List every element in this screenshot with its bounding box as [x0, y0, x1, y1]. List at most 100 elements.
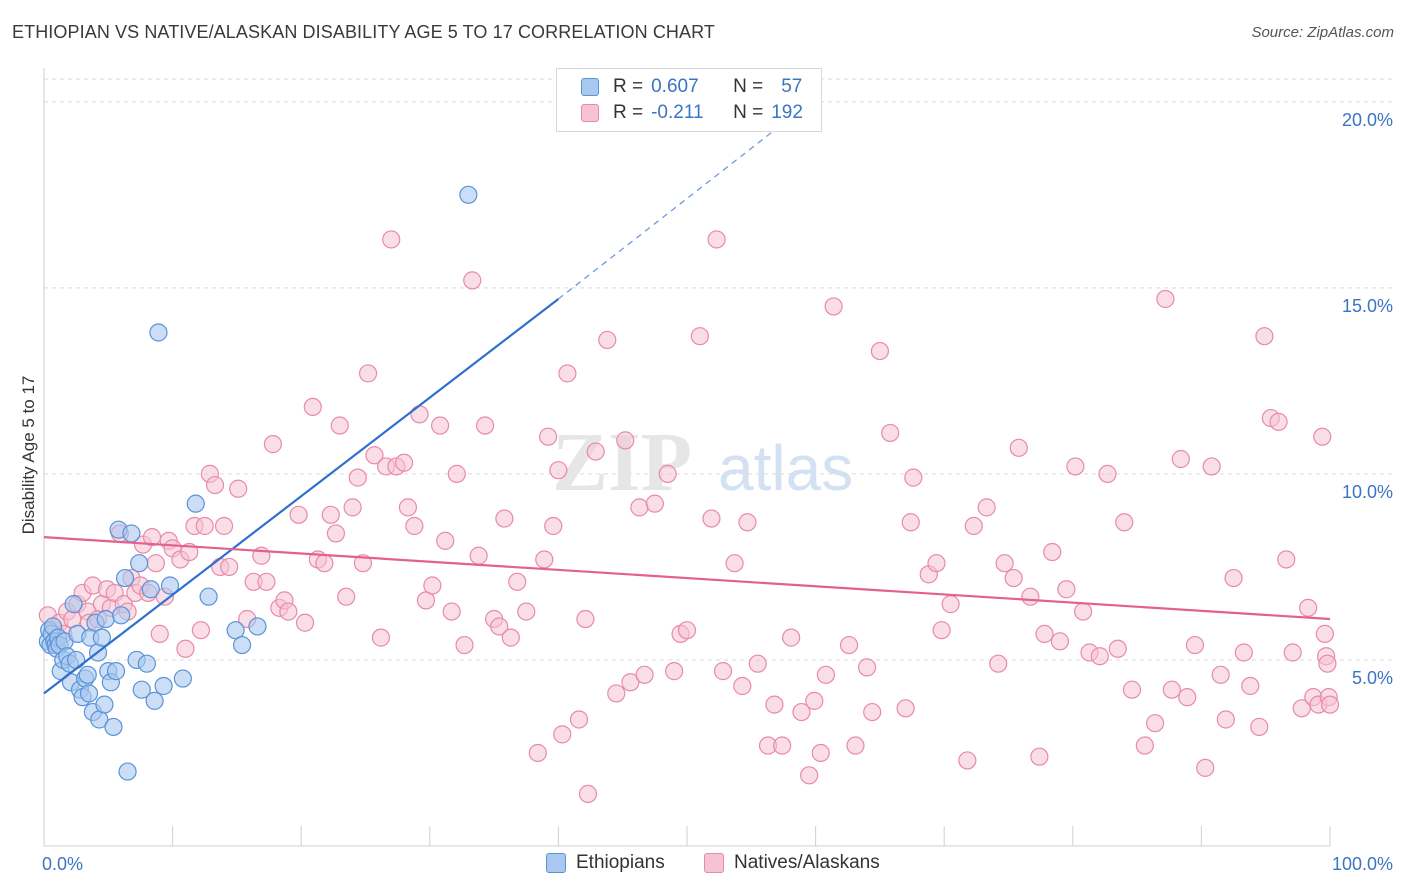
ethiopians-point	[137, 654, 156, 673]
ethiopians-point	[232, 635, 252, 655]
natives-point	[289, 505, 308, 524]
natives-point	[1122, 680, 1142, 699]
natives-point	[1162, 680, 1181, 699]
ethiopians-point	[199, 587, 218, 606]
natives-point	[517, 602, 536, 621]
ethiopians-point	[145, 691, 164, 710]
chart-title: ETHIOPIAN VS NATIVE/ALASKAN DISABILITY A…	[12, 22, 716, 42]
natives-point	[1178, 688, 1197, 707]
natives-point	[995, 554, 1014, 573]
natives-point	[598, 330, 617, 350]
natives-point	[205, 475, 225, 495]
natives-point	[263, 435, 283, 454]
legend-swatch-blue	[581, 78, 599, 96]
axis-layer	[43, 68, 1331, 847]
natives-point	[702, 509, 721, 528]
legend-row-natives: R = -0.211 N = 192	[581, 101, 803, 125]
natives-point	[765, 695, 784, 714]
natives-point	[1035, 624, 1054, 643]
natives-point	[792, 702, 811, 722]
ethiopians-point	[186, 494, 205, 513]
natives-point	[463, 271, 482, 290]
natives-point	[257, 572, 276, 591]
ethiopians-point	[79, 684, 99, 703]
natives-point	[558, 364, 577, 383]
natives-point	[1211, 665, 1230, 684]
natives-point	[607, 684, 626, 703]
natives-point	[635, 665, 654, 684]
natives-point	[1156, 289, 1175, 309]
legend-n-value: 192	[771, 102, 803, 123]
natives-point	[927, 554, 946, 573]
natives-point	[508, 572, 527, 591]
natives-point	[1241, 676, 1260, 696]
y-tick-label: 20.0%	[1342, 110, 1393, 130]
natives-point	[475, 416, 495, 435]
natives-point	[1050, 632, 1070, 651]
legend-row-ethiopians: R = 0.607 N = 57	[581, 75, 802, 99]
natives-point	[495, 509, 514, 528]
ethiopians-point	[248, 617, 267, 636]
natives-point	[1108, 639, 1127, 658]
natives-point	[800, 766, 819, 785]
x-tick-label: 0.0%	[42, 854, 83, 874]
natives-point	[1299, 598, 1318, 617]
natives-trend-line	[43, 536, 1331, 621]
natives-point	[315, 554, 334, 573]
tick-labels: 5.0% 10.0% 15.0% 20.0% 0.0% 100.0%	[42, 110, 1393, 874]
natives-point	[382, 230, 401, 249]
natives-point	[442, 602, 461, 621]
ethiopians-point	[160, 576, 180, 595]
ethiopians-point	[149, 323, 168, 342]
natives-point	[964, 516, 983, 536]
natives-point	[824, 297, 843, 316]
natives-point	[621, 673, 640, 692]
ethiopians-point	[459, 185, 478, 204]
ethiopians-point	[130, 554, 149, 573]
ethiopians-point	[132, 680, 151, 699]
natives-point	[901, 513, 920, 532]
bottom-legend-label: Natives/Alaskans	[734, 852, 880, 873]
natives-point	[645, 494, 664, 513]
natives-point	[330, 416, 349, 435]
natives-point	[1098, 464, 1117, 483]
natives-point	[1202, 457, 1221, 476]
bottom-legend-ethiopians: Ethiopians	[546, 852, 665, 874]
natives-point	[782, 628, 801, 647]
natives-point	[881, 423, 900, 443]
natives-point	[576, 609, 595, 629]
natives-point	[1315, 624, 1334, 643]
legend-r-value: -0.211	[651, 102, 704, 123]
natives-point	[846, 736, 865, 755]
ethiopians-point	[106, 662, 126, 681]
natives-point	[811, 743, 830, 763]
ethiopians-point	[78, 665, 97, 684]
natives-point	[1196, 758, 1215, 777]
bottom-legend-label: Ethiopians	[576, 852, 665, 873]
natives-point	[353, 554, 373, 573]
natives-point	[490, 617, 509, 636]
natives-point	[863, 702, 882, 722]
natives-point	[549, 461, 568, 480]
natives-point	[1057, 580, 1076, 599]
natives-point	[447, 464, 466, 483]
natives-point	[436, 531, 455, 550]
natives-point	[896, 699, 915, 718]
natives-point	[535, 550, 554, 569]
natives-point	[586, 442, 605, 461]
natives-point	[1146, 714, 1165, 733]
natives-point	[665, 662, 684, 681]
natives-point	[195, 516, 214, 536]
natives-point	[455, 635, 474, 655]
natives-point	[1277, 550, 1296, 569]
natives-point	[932, 621, 951, 640]
ethiopians-point	[115, 568, 135, 588]
natives-point	[677, 621, 697, 640]
natives-point	[941, 595, 960, 614]
natives-point	[569, 710, 589, 729]
natives-point	[958, 751, 977, 770]
watermark: ZIP atlas	[552, 416, 853, 509]
natives-points	[38, 230, 1340, 804]
natives-point	[1009, 438, 1028, 457]
legend-r-value: 0.607	[651, 76, 699, 97]
